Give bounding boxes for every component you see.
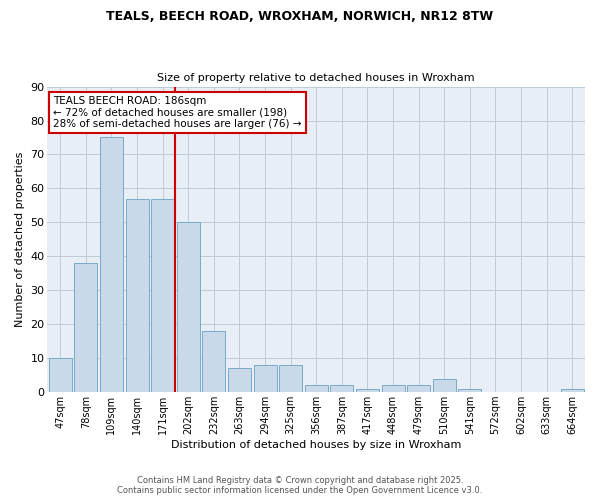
Bar [458,389,481,392]
Bar [74,263,97,392]
Bar [228,368,251,392]
Bar [100,138,123,392]
Bar [356,389,379,392]
Title: Size of property relative to detached houses in Wroxham: Size of property relative to detached ho… [157,73,475,83]
Bar [177,222,200,392]
Bar [305,386,328,392]
Bar [202,331,226,392]
Bar [125,198,149,392]
Bar [49,358,72,392]
Bar [407,386,430,392]
X-axis label: Distribution of detached houses by size in Wroxham: Distribution of detached houses by size … [171,440,461,450]
Y-axis label: Number of detached properties: Number of detached properties [15,152,25,327]
Bar [331,386,353,392]
Text: TEALS BEECH ROAD: 186sqm
← 72% of detached houses are smaller (198)
28% of semi-: TEALS BEECH ROAD: 186sqm ← 72% of detach… [53,96,301,129]
Bar [151,198,174,392]
Bar [279,365,302,392]
Bar [560,389,584,392]
Bar [254,365,277,392]
Bar [382,386,404,392]
Text: Contains HM Land Registry data © Crown copyright and database right 2025.
Contai: Contains HM Land Registry data © Crown c… [118,476,482,495]
Bar [433,378,456,392]
Text: TEALS, BEECH ROAD, WROXHAM, NORWICH, NR12 8TW: TEALS, BEECH ROAD, WROXHAM, NORWICH, NR1… [106,10,494,23]
